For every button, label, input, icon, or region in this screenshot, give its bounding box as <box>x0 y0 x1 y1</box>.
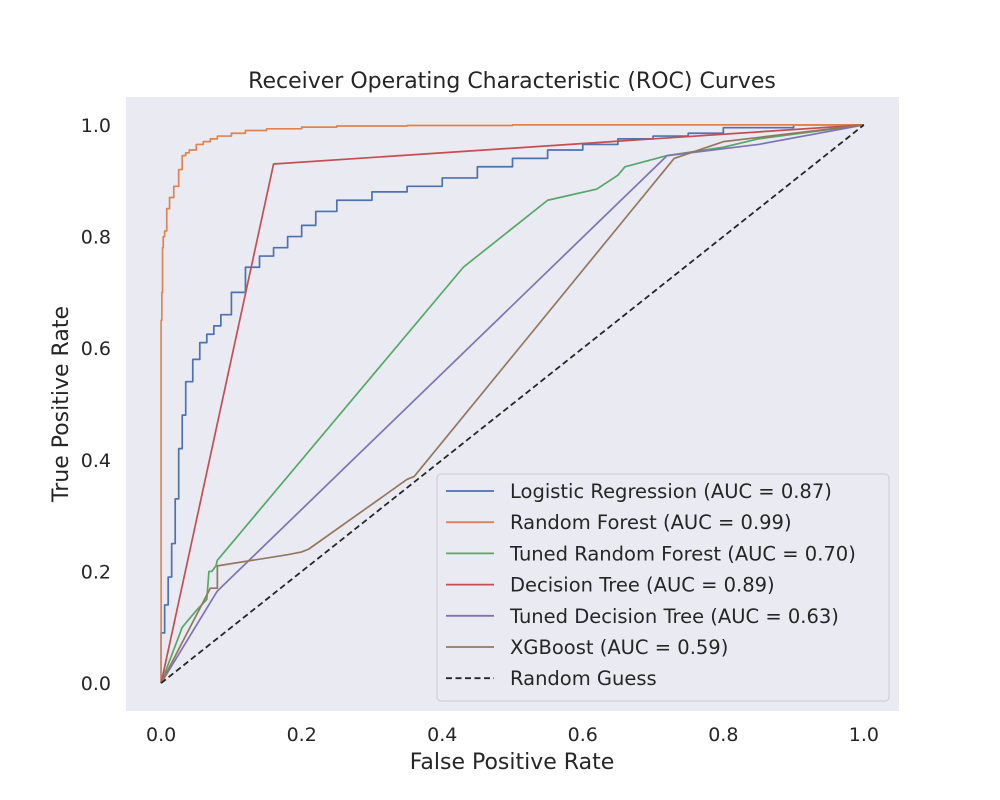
series-line-0 <box>160 124 864 684</box>
series-line-1 <box>160 124 864 684</box>
series-line-3 <box>160 124 864 684</box>
legend-label-3: Decision Tree (AUC = 0.89) <box>510 574 775 597</box>
series-line-4 <box>160 124 865 684</box>
x-tick-label: 0.6 <box>568 724 598 746</box>
legend-label-5: XGBoost (AUC = 0.59) <box>510 636 728 659</box>
y-tick-label: 1.0 <box>81 115 111 137</box>
legend-label-4: Tuned Decision Tree (AUC = 0.63) <box>509 605 839 628</box>
y-axis-label: True Positive Rate <box>49 306 74 503</box>
legend-label-2: Tuned Random Forest (AUC = 0.70) <box>509 542 856 565</box>
y-tick-label: 0.0 <box>81 673 111 695</box>
series-line-5 <box>160 124 864 684</box>
legend: Logistic Regression (AUC = 0.87) Random F… <box>436 473 890 702</box>
x-tick-label: 0.2 <box>287 724 317 746</box>
x-tick-label: 0.0 <box>146 724 176 746</box>
y-tick-label: 0.6 <box>81 338 111 360</box>
y-tick-label: 0.2 <box>81 561 111 583</box>
legend-label-1: Random Forest (AUC = 0.99) <box>510 511 792 534</box>
x-tick-label: 0.4 <box>427 724 457 746</box>
legend-label-0: Logistic Regression (AUC = 0.87) <box>510 480 832 503</box>
legend-label-6: Random Guess <box>510 667 657 690</box>
x-tick-label: 1.0 <box>849 724 879 746</box>
series-lines <box>160 124 865 684</box>
series-line-6 <box>160 124 865 684</box>
legend-frame <box>436 473 890 702</box>
y-tick-label: 0.8 <box>81 227 111 249</box>
y-tick-label: 0.4 <box>81 450 111 472</box>
x-axis-label: False Positive Rate <box>410 750 614 775</box>
x-tick-labels: 0.0 0.2 0.4 0.6 0.8 1.0 <box>146 724 879 746</box>
chart-title: Receiver Operating Characteristic (ROC) … <box>248 69 776 94</box>
y-tick-labels: 0.0 0.2 0.4 0.6 0.8 1.0 <box>81 115 111 695</box>
x-tick-label: 0.8 <box>708 724 738 746</box>
